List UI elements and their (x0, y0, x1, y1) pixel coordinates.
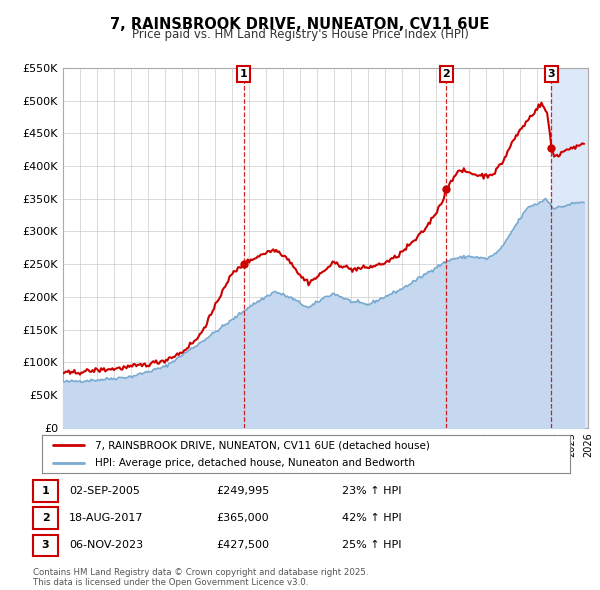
Text: 7, RAINSBROOK DRIVE, NUNEATON, CV11 6UE (detached house): 7, RAINSBROOK DRIVE, NUNEATON, CV11 6UE … (95, 440, 430, 450)
Text: 18-AUG-2017: 18-AUG-2017 (69, 513, 143, 523)
Text: 25% ↑ HPI: 25% ↑ HPI (342, 540, 401, 550)
Text: £365,000: £365,000 (216, 513, 269, 523)
Text: Price paid vs. HM Land Registry's House Price Index (HPI): Price paid vs. HM Land Registry's House … (131, 28, 469, 41)
Text: 1: 1 (42, 486, 49, 496)
Text: Contains HM Land Registry data © Crown copyright and database right 2025.
This d: Contains HM Land Registry data © Crown c… (33, 568, 368, 587)
Text: 42% ↑ HPI: 42% ↑ HPI (342, 513, 401, 523)
Text: 7, RAINSBROOK DRIVE, NUNEATON, CV11 6UE: 7, RAINSBROOK DRIVE, NUNEATON, CV11 6UE (110, 17, 490, 31)
Text: 2: 2 (42, 513, 49, 523)
Text: 02-SEP-2005: 02-SEP-2005 (69, 486, 140, 496)
Text: £427,500: £427,500 (216, 540, 269, 550)
Text: 1: 1 (240, 69, 248, 79)
Text: 23% ↑ HPI: 23% ↑ HPI (342, 486, 401, 496)
Text: 3: 3 (42, 540, 49, 550)
Text: 06-NOV-2023: 06-NOV-2023 (69, 540, 143, 550)
Bar (551, 68, 588, 428)
Text: £249,995: £249,995 (216, 486, 269, 496)
Text: 2: 2 (442, 69, 450, 79)
Text: 3: 3 (548, 69, 555, 79)
Text: HPI: Average price, detached house, Nuneaton and Bedworth: HPI: Average price, detached house, Nune… (95, 458, 415, 468)
